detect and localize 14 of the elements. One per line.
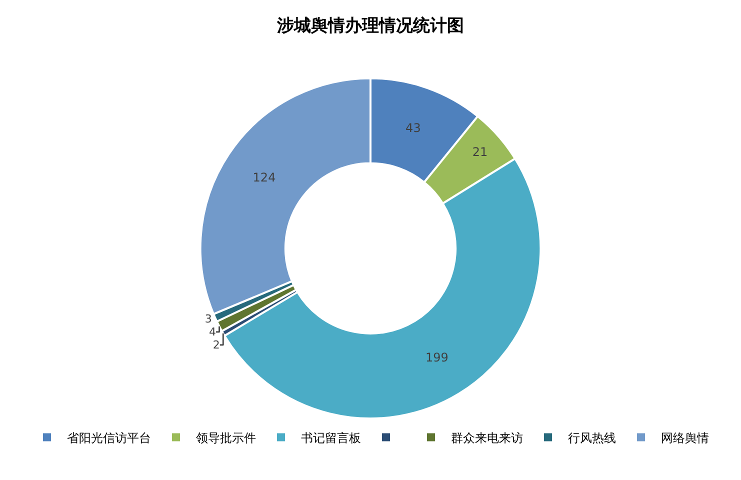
data-label: 43: [406, 121, 421, 136]
legend-label: 省阳光信访平台: [67, 430, 151, 445]
chart-title: 涉城舆情办理情况统计图: [276, 16, 464, 36]
legend-label: 网络舆情: [661, 430, 709, 445]
data-label: 199: [425, 350, 448, 364]
data-label: 3: [204, 312, 212, 326]
data-label: 124: [252, 170, 276, 185]
legend-label: 行风热线: [568, 430, 616, 445]
data-label: 21: [472, 144, 488, 159]
data-label: 2: [212, 338, 220, 352]
legend-label: 群众来电来访: [451, 430, 523, 445]
legend-label: 书记留言板: [301, 430, 361, 445]
data-label: 4: [209, 325, 216, 338]
legend-label: 领导批示件: [196, 430, 256, 445]
